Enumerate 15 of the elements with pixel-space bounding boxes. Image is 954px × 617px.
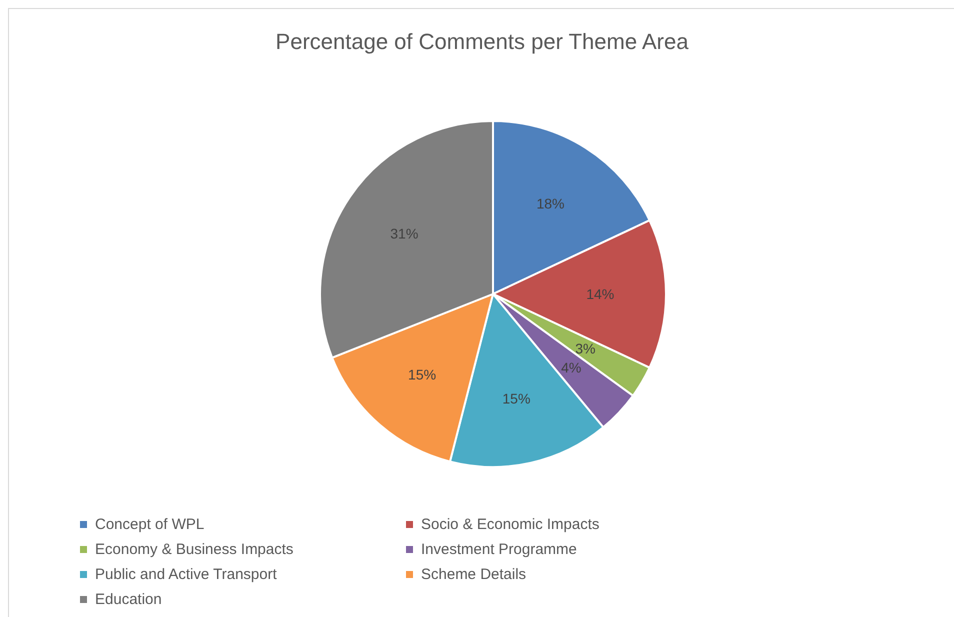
legend-label: Education bbox=[95, 591, 162, 608]
legend-label: Investment Programme bbox=[421, 541, 577, 558]
data-label: 31% bbox=[390, 226, 418, 242]
legend-label: Public and Active Transport bbox=[95, 566, 277, 583]
data-label: 18% bbox=[536, 195, 564, 212]
data-label: 15% bbox=[408, 366, 436, 382]
legend-label: Scheme Details bbox=[421, 566, 526, 583]
legend-label: Economy & Business Impacts bbox=[95, 541, 294, 558]
legend-label: Concept of WPL bbox=[95, 516, 204, 533]
data-label: 14% bbox=[586, 286, 614, 302]
legend-label: Socio & Economic Impacts bbox=[421, 516, 600, 533]
data-label: 4% bbox=[561, 359, 582, 376]
chart-title: Percentage of Comments per Theme Area bbox=[274, 29, 690, 55]
data-label: 15% bbox=[502, 390, 530, 407]
data-label: 3% bbox=[575, 340, 596, 357]
